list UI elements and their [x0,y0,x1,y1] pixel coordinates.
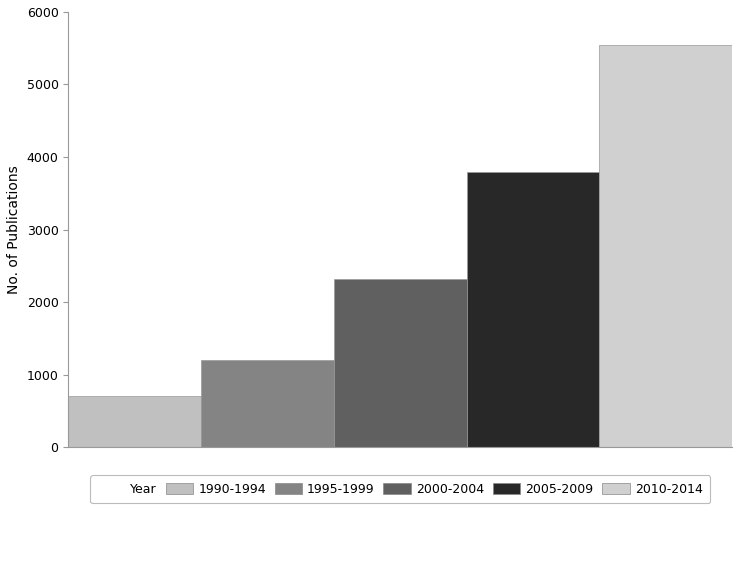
Bar [466,172,600,447]
Y-axis label: No. of Publications: No. of Publications [7,165,21,294]
Bar [334,279,466,447]
Bar [68,396,201,447]
Legend: Year, 1990-1994, 1995-1999, 2000-2004, 2005-2009, 2010-2014: Year, 1990-1994, 1995-1999, 2000-2004, 2… [90,475,710,503]
Bar [600,45,732,447]
Bar [201,360,334,447]
